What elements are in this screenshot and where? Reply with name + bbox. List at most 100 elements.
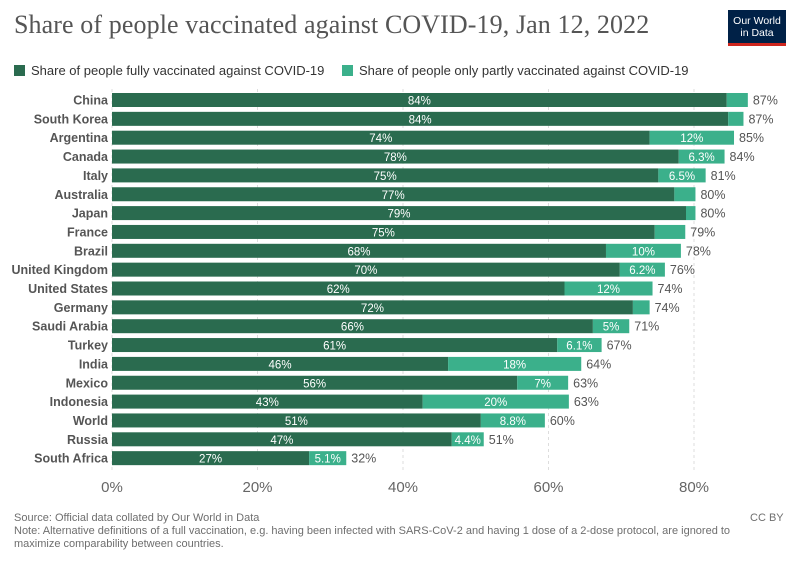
x-tick-label: 40% bbox=[388, 479, 418, 496]
data-label-partly: 5.1% bbox=[315, 454, 341, 466]
data-label-total: 74% bbox=[655, 301, 680, 315]
data-label-total: 60% bbox=[550, 414, 575, 428]
data-label-total: 84% bbox=[730, 150, 755, 164]
bar-fully-vaccinated bbox=[112, 149, 679, 164]
data-label-partly: 7% bbox=[534, 378, 551, 390]
license-label[interactable]: CC BY bbox=[750, 512, 784, 524]
data-label-total: 78% bbox=[686, 244, 711, 258]
data-label-fully: 68% bbox=[347, 246, 370, 258]
data-label-fully: 84% bbox=[408, 96, 431, 108]
bar-fully-vaccinated bbox=[112, 338, 558, 353]
bar-partly-vaccinated bbox=[658, 168, 706, 183]
category-label: United States bbox=[28, 282, 108, 296]
bar-fully-vaccinated bbox=[112, 432, 452, 447]
bar-partly-vaccinated bbox=[632, 300, 650, 315]
bar-partly-vaccinated bbox=[480, 413, 545, 428]
legend-item-partly[interactable]: Share of people only partly vaccinated a… bbox=[342, 63, 689, 78]
data-label-total: 64% bbox=[586, 357, 611, 371]
data-label-total: 74% bbox=[658, 282, 683, 296]
data-label-fully: 77% bbox=[382, 190, 405, 202]
bar-fully-vaccinated bbox=[112, 281, 565, 296]
category-label: India bbox=[79, 357, 109, 371]
bar-fully-vaccinated bbox=[112, 93, 727, 107]
data-label-fully: 75% bbox=[372, 227, 395, 239]
bar-fully-vaccinated bbox=[112, 262, 620, 277]
category-label: France bbox=[67, 225, 108, 239]
data-label-total: 80% bbox=[700, 207, 725, 221]
x-tick-label: 60% bbox=[533, 479, 563, 496]
data-label-partly: 6.3% bbox=[689, 152, 715, 164]
x-tick-label: 80% bbox=[679, 479, 709, 496]
data-label-fully: 27% bbox=[199, 454, 222, 466]
data-label-total: 87% bbox=[748, 112, 773, 126]
legend-label-partly: Share of people only partly vaccinated a… bbox=[359, 63, 689, 78]
bar-partly-vaccinated bbox=[678, 149, 725, 164]
data-label-partly: 10% bbox=[632, 246, 655, 258]
data-label-partly: 6.2% bbox=[629, 265, 655, 277]
category-label: Germany bbox=[54, 301, 108, 315]
data-label-partly: 4.4% bbox=[455, 435, 481, 447]
data-label-fully: 84% bbox=[409, 114, 432, 126]
data-label-total: 76% bbox=[670, 263, 695, 277]
category-label: Turkey bbox=[68, 339, 108, 353]
bar-fully-vaccinated bbox=[112, 206, 686, 221]
data-label-partly: 20% bbox=[484, 397, 507, 409]
data-label-fully: 51% bbox=[285, 416, 308, 428]
category-label: Indonesia bbox=[50, 395, 109, 409]
data-label-fully: 43% bbox=[256, 397, 279, 409]
source-note: Source: Official data collated by Our Wo… bbox=[14, 512, 260, 524]
bar-partly-vaccinated bbox=[649, 130, 735, 145]
data-label-fully: 46% bbox=[269, 359, 292, 371]
bar-partly-vaccinated bbox=[451, 432, 484, 447]
bar-partly-vaccinated bbox=[309, 451, 347, 466]
legend-item-fully[interactable]: Share of people fully vaccinated against… bbox=[14, 63, 324, 78]
category-label: Japan bbox=[72, 207, 108, 221]
bar-partly-vaccinated bbox=[592, 319, 630, 334]
category-label: Saudi Arabia bbox=[32, 320, 109, 334]
x-tick-label: 20% bbox=[242, 479, 272, 496]
data-label-partly: 6.5% bbox=[669, 171, 695, 183]
data-label-total: 67% bbox=[607, 339, 632, 353]
data-label-total: 87% bbox=[753, 94, 778, 108]
data-label-total: 51% bbox=[489, 433, 514, 447]
data-label-fully: 75% bbox=[374, 171, 397, 183]
bar-partly-vaccinated bbox=[685, 206, 696, 221]
bar-partly-vaccinated bbox=[619, 262, 665, 277]
bar-fully-vaccinated bbox=[112, 413, 481, 428]
methodology-note: Note: Alternative definitions of a full … bbox=[14, 525, 731, 550]
bar-fully-vaccinated bbox=[112, 451, 310, 466]
data-label-fully: 56% bbox=[303, 378, 326, 390]
bar-partly-vaccinated bbox=[448, 356, 582, 371]
data-label-total: 85% bbox=[739, 131, 764, 145]
bar-fully-vaccinated bbox=[112, 187, 675, 202]
x-tick-label: 0% bbox=[101, 479, 123, 496]
data-label-total: 71% bbox=[634, 320, 659, 334]
category-label: Argentina bbox=[50, 131, 109, 145]
data-label-partly: 18% bbox=[503, 359, 526, 371]
data-label-fully: 47% bbox=[270, 435, 293, 447]
legend-swatch-fully bbox=[14, 65, 25, 76]
category-label: South Africa bbox=[34, 452, 109, 466]
legend: Share of people fully vaccinated against… bbox=[14, 63, 703, 79]
data-label-fully: 61% bbox=[323, 341, 346, 353]
data-label-fully: 72% bbox=[361, 303, 384, 315]
bar-partly-vaccinated bbox=[654, 224, 686, 239]
data-label-fully: 70% bbox=[354, 265, 377, 277]
legend-label-fully: Share of people fully vaccinated against… bbox=[31, 63, 325, 78]
data-label-total: 80% bbox=[700, 188, 725, 202]
bar-partly-vaccinated bbox=[422, 394, 569, 409]
logo-line-1: Our World bbox=[733, 15, 781, 27]
data-label-total: 81% bbox=[711, 169, 736, 183]
bar-partly-vaccinated bbox=[674, 187, 696, 202]
owid-logo[interactable]: Our World in Data bbox=[728, 10, 786, 46]
category-label: China bbox=[73, 94, 109, 108]
bar-fully-vaccinated bbox=[112, 130, 650, 145]
category-label: Italy bbox=[83, 169, 108, 183]
bar-chart: 0% 20% 40% 60% 80% China 84% 87% South Korea 84% 8… bbox=[11, 89, 778, 496]
bar-partly-vaccinated bbox=[564, 281, 653, 296]
category-label: United Kingdom bbox=[11, 263, 108, 277]
bar-fully-vaccinated bbox=[112, 319, 593, 334]
bar-fully-vaccinated bbox=[112, 168, 659, 183]
data-label-fully: 66% bbox=[341, 322, 364, 334]
bar-fully-vaccinated bbox=[112, 111, 729, 126]
